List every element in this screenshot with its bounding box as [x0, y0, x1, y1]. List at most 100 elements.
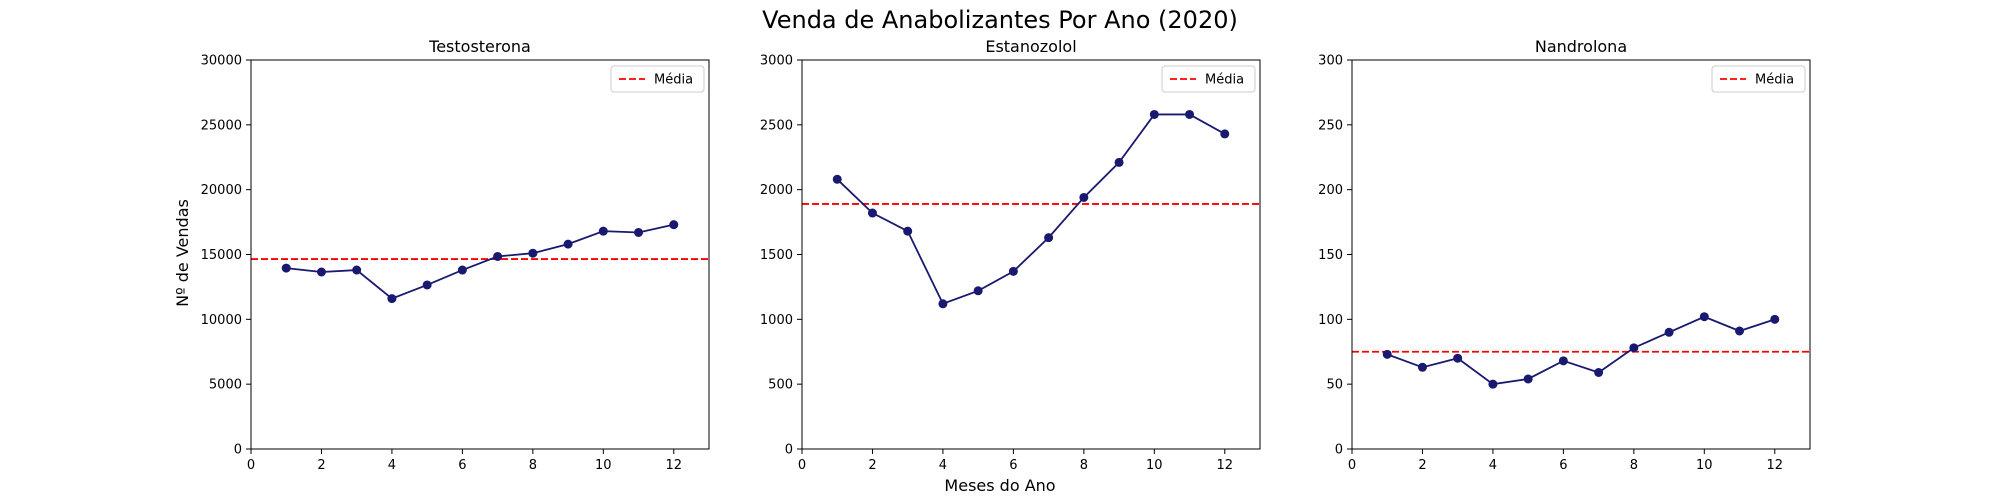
data-point	[832, 174, 842, 184]
data-point	[1664, 327, 1674, 337]
data-point	[316, 267, 326, 277]
data-point	[1382, 349, 1392, 359]
x-tick-label: 2	[1418, 458, 1426, 473]
x-tick-label: 8	[529, 458, 537, 473]
y-tick-label: 250	[1318, 118, 1343, 133]
data-point	[1453, 353, 1463, 363]
x-tick-label: 4	[1489, 458, 1497, 473]
data-point	[1079, 192, 1089, 202]
data-point	[1699, 312, 1709, 322]
x-tick-label: 10	[595, 458, 612, 473]
x-tick-label: 0	[798, 458, 806, 473]
y-axis-label: Nº de Vendas	[173, 199, 192, 307]
data-point	[1558, 356, 1568, 366]
x-tick-label: 2	[868, 458, 876, 473]
y-tick-label: 0	[785, 443, 793, 458]
panel-title: Nandrolona	[1535, 37, 1627, 56]
data-point	[669, 220, 679, 230]
x-tick-label: 4	[939, 458, 947, 473]
x-tick-label: 6	[1559, 458, 1567, 473]
data-point	[528, 248, 538, 258]
panel-1: Testosterona 0 2 4 6 8 10 12 0 5000 10000 15000 2000…	[201, 37, 710, 473]
data-point	[903, 226, 913, 236]
y-tick-label: 15000	[201, 248, 242, 263]
x-tick-label: 10	[1696, 458, 1713, 473]
data-point	[1008, 266, 1018, 276]
x-tick-label: 8	[1080, 458, 1088, 473]
data-point	[1114, 157, 1124, 167]
data-point	[281, 263, 291, 273]
x-tick-label: 12	[1216, 458, 1233, 473]
legend-box	[1161, 65, 1256, 93]
x-tick-label: 10	[1146, 458, 1163, 473]
legend: Média	[610, 65, 705, 93]
data-point	[563, 239, 573, 249]
data-point	[1629, 343, 1639, 353]
data-point	[422, 280, 432, 290]
y-tick-label: 10000	[201, 313, 242, 328]
data-point	[493, 251, 503, 261]
legend: Média	[1161, 65, 1256, 93]
y-tick-label: 300	[1318, 54, 1343, 69]
data-point	[1044, 233, 1054, 243]
series-line	[1386, 315, 1776, 386]
x-tick-label: 12	[665, 458, 682, 473]
data-point	[1185, 109, 1195, 119]
data-point	[352, 265, 362, 275]
y-tick-label: 2500	[760, 118, 793, 133]
x-tick-label: 2	[317, 458, 325, 473]
data-point	[1417, 362, 1427, 372]
data-point	[598, 226, 608, 236]
y-tick-label: 0	[234, 443, 242, 458]
y-tick-label: 100	[1318, 313, 1343, 328]
data-point	[457, 265, 467, 275]
y-tick-label: 0	[1335, 443, 1343, 458]
data-point	[938, 299, 948, 309]
data-point	[634, 227, 644, 237]
x-tick-label: 4	[388, 458, 396, 473]
data-point	[1735, 326, 1745, 336]
y-tick-label: 1000	[760, 313, 793, 328]
plot-frame	[250, 59, 710, 450]
legend: Média	[1711, 65, 1806, 93]
y-tick-label: 1500	[760, 248, 793, 263]
y-tick-label: 50	[1326, 378, 1343, 393]
y-tick-label: 200	[1318, 183, 1343, 198]
y-tick-label: 500	[768, 378, 793, 393]
plot-frame	[801, 59, 1261, 450]
legend-label: Média	[1205, 73, 1244, 88]
x-tick-label: 6	[1009, 458, 1017, 473]
x-tick-label: 8	[1630, 458, 1638, 473]
data-point	[1220, 129, 1230, 139]
x-tick-label: 12	[1766, 458, 1783, 473]
plot-frame	[1351, 59, 1811, 450]
x-axis-label: Meses do Ano	[944, 476, 1055, 495]
legend-box	[610, 65, 705, 93]
y-tick-label: 150	[1318, 248, 1343, 263]
data-point	[387, 294, 397, 304]
x-tick-label: 0	[1348, 458, 1356, 473]
y-tick-label: 25000	[201, 118, 242, 133]
x-tick-label: 0	[247, 458, 255, 473]
figure-title: Venda de Anabolizantes Por Ano (2020)	[762, 6, 1238, 34]
data-point	[1488, 379, 1498, 389]
panel-title: Testosterona	[428, 37, 531, 56]
data-point	[973, 286, 983, 296]
data-point	[1770, 314, 1780, 324]
y-tick-label: 3000	[760, 54, 793, 69]
panel-3: Nandrolona 0 2 4 6 8 10 12 0 50 100 150 200 250 300 Méd…	[1318, 37, 1811, 473]
y-tick-label: 5000	[209, 378, 242, 393]
data-point	[1149, 109, 1159, 119]
series-line	[286, 223, 674, 300]
legend-label: Média	[1755, 73, 1794, 88]
y-tick-label: 30000	[201, 54, 242, 69]
data-point	[1594, 367, 1604, 377]
series-line	[836, 113, 1226, 305]
panel-2: Estanozolol 0 2 4 6 8 10 12 0 500 1000 1500 2000 2500…	[760, 37, 1261, 473]
y-tick-label: 20000	[201, 183, 242, 198]
data-point	[867, 208, 877, 218]
panel-title: Estanozolol	[985, 37, 1076, 56]
x-tick-label: 6	[458, 458, 466, 473]
